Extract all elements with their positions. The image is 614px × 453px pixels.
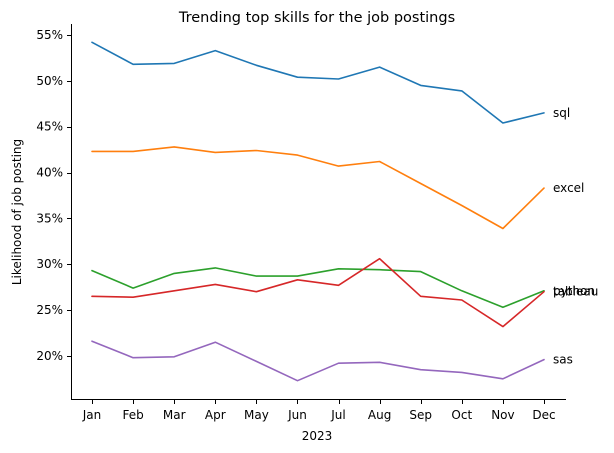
x-axis-label: 2023 (302, 429, 333, 443)
x-tick-label: Apr (205, 408, 226, 422)
series-label-sql: sql (553, 106, 570, 120)
x-tick-label: Mar (163, 408, 186, 422)
series-line-sql (91, 41, 545, 124)
x-tick-label: Dec (532, 408, 555, 422)
chart-title: Trending top skills for the job postings (178, 10, 455, 26)
x-tick-label: Jan (82, 408, 102, 422)
series-line-tableau (91, 257, 545, 328)
x-tick-label: Feb (122, 408, 143, 422)
x-tick-label: Jul (330, 408, 345, 422)
y-tick-label: 35% (36, 211, 63, 225)
x-tick-label: Jun (287, 408, 307, 422)
series-label-python: python (553, 284, 595, 298)
y-tick-label: 40% (36, 166, 63, 180)
x-tick-label: Oct (451, 408, 472, 422)
series-lines (91, 41, 545, 382)
y-tick-label: 50% (36, 74, 63, 88)
series-label-tableau: tableau (553, 285, 598, 299)
y-tick-label: 45% (36, 120, 63, 134)
series-label-excel: excel (553, 181, 584, 195)
series-label-sas: sas (553, 353, 573, 367)
series-line-excel (91, 146, 545, 230)
x-axis-ticks: Jan Feb Mar Apr May Jun Jul Aug Sep Oct Nov Dec (82, 400, 556, 422)
x-tick-label: Nov (491, 408, 514, 422)
x-tick-label: Aug (368, 408, 391, 422)
series-line-sas (91, 340, 545, 382)
y-axis-ticks: 20% 25% 30% 35% 40% 45% 50% 55% (36, 28, 71, 363)
series-line-python (91, 267, 545, 309)
y-tick-label: 20% (36, 349, 63, 363)
y-tick-label: 25% (36, 303, 63, 317)
x-tick-label: May (244, 408, 269, 422)
y-tick-label: 55% (36, 28, 63, 42)
x-tick-label: Sep (409, 408, 432, 422)
y-axis-label: Likelihood of job posting (10, 139, 24, 285)
y-tick-label: 30% (36, 257, 63, 271)
